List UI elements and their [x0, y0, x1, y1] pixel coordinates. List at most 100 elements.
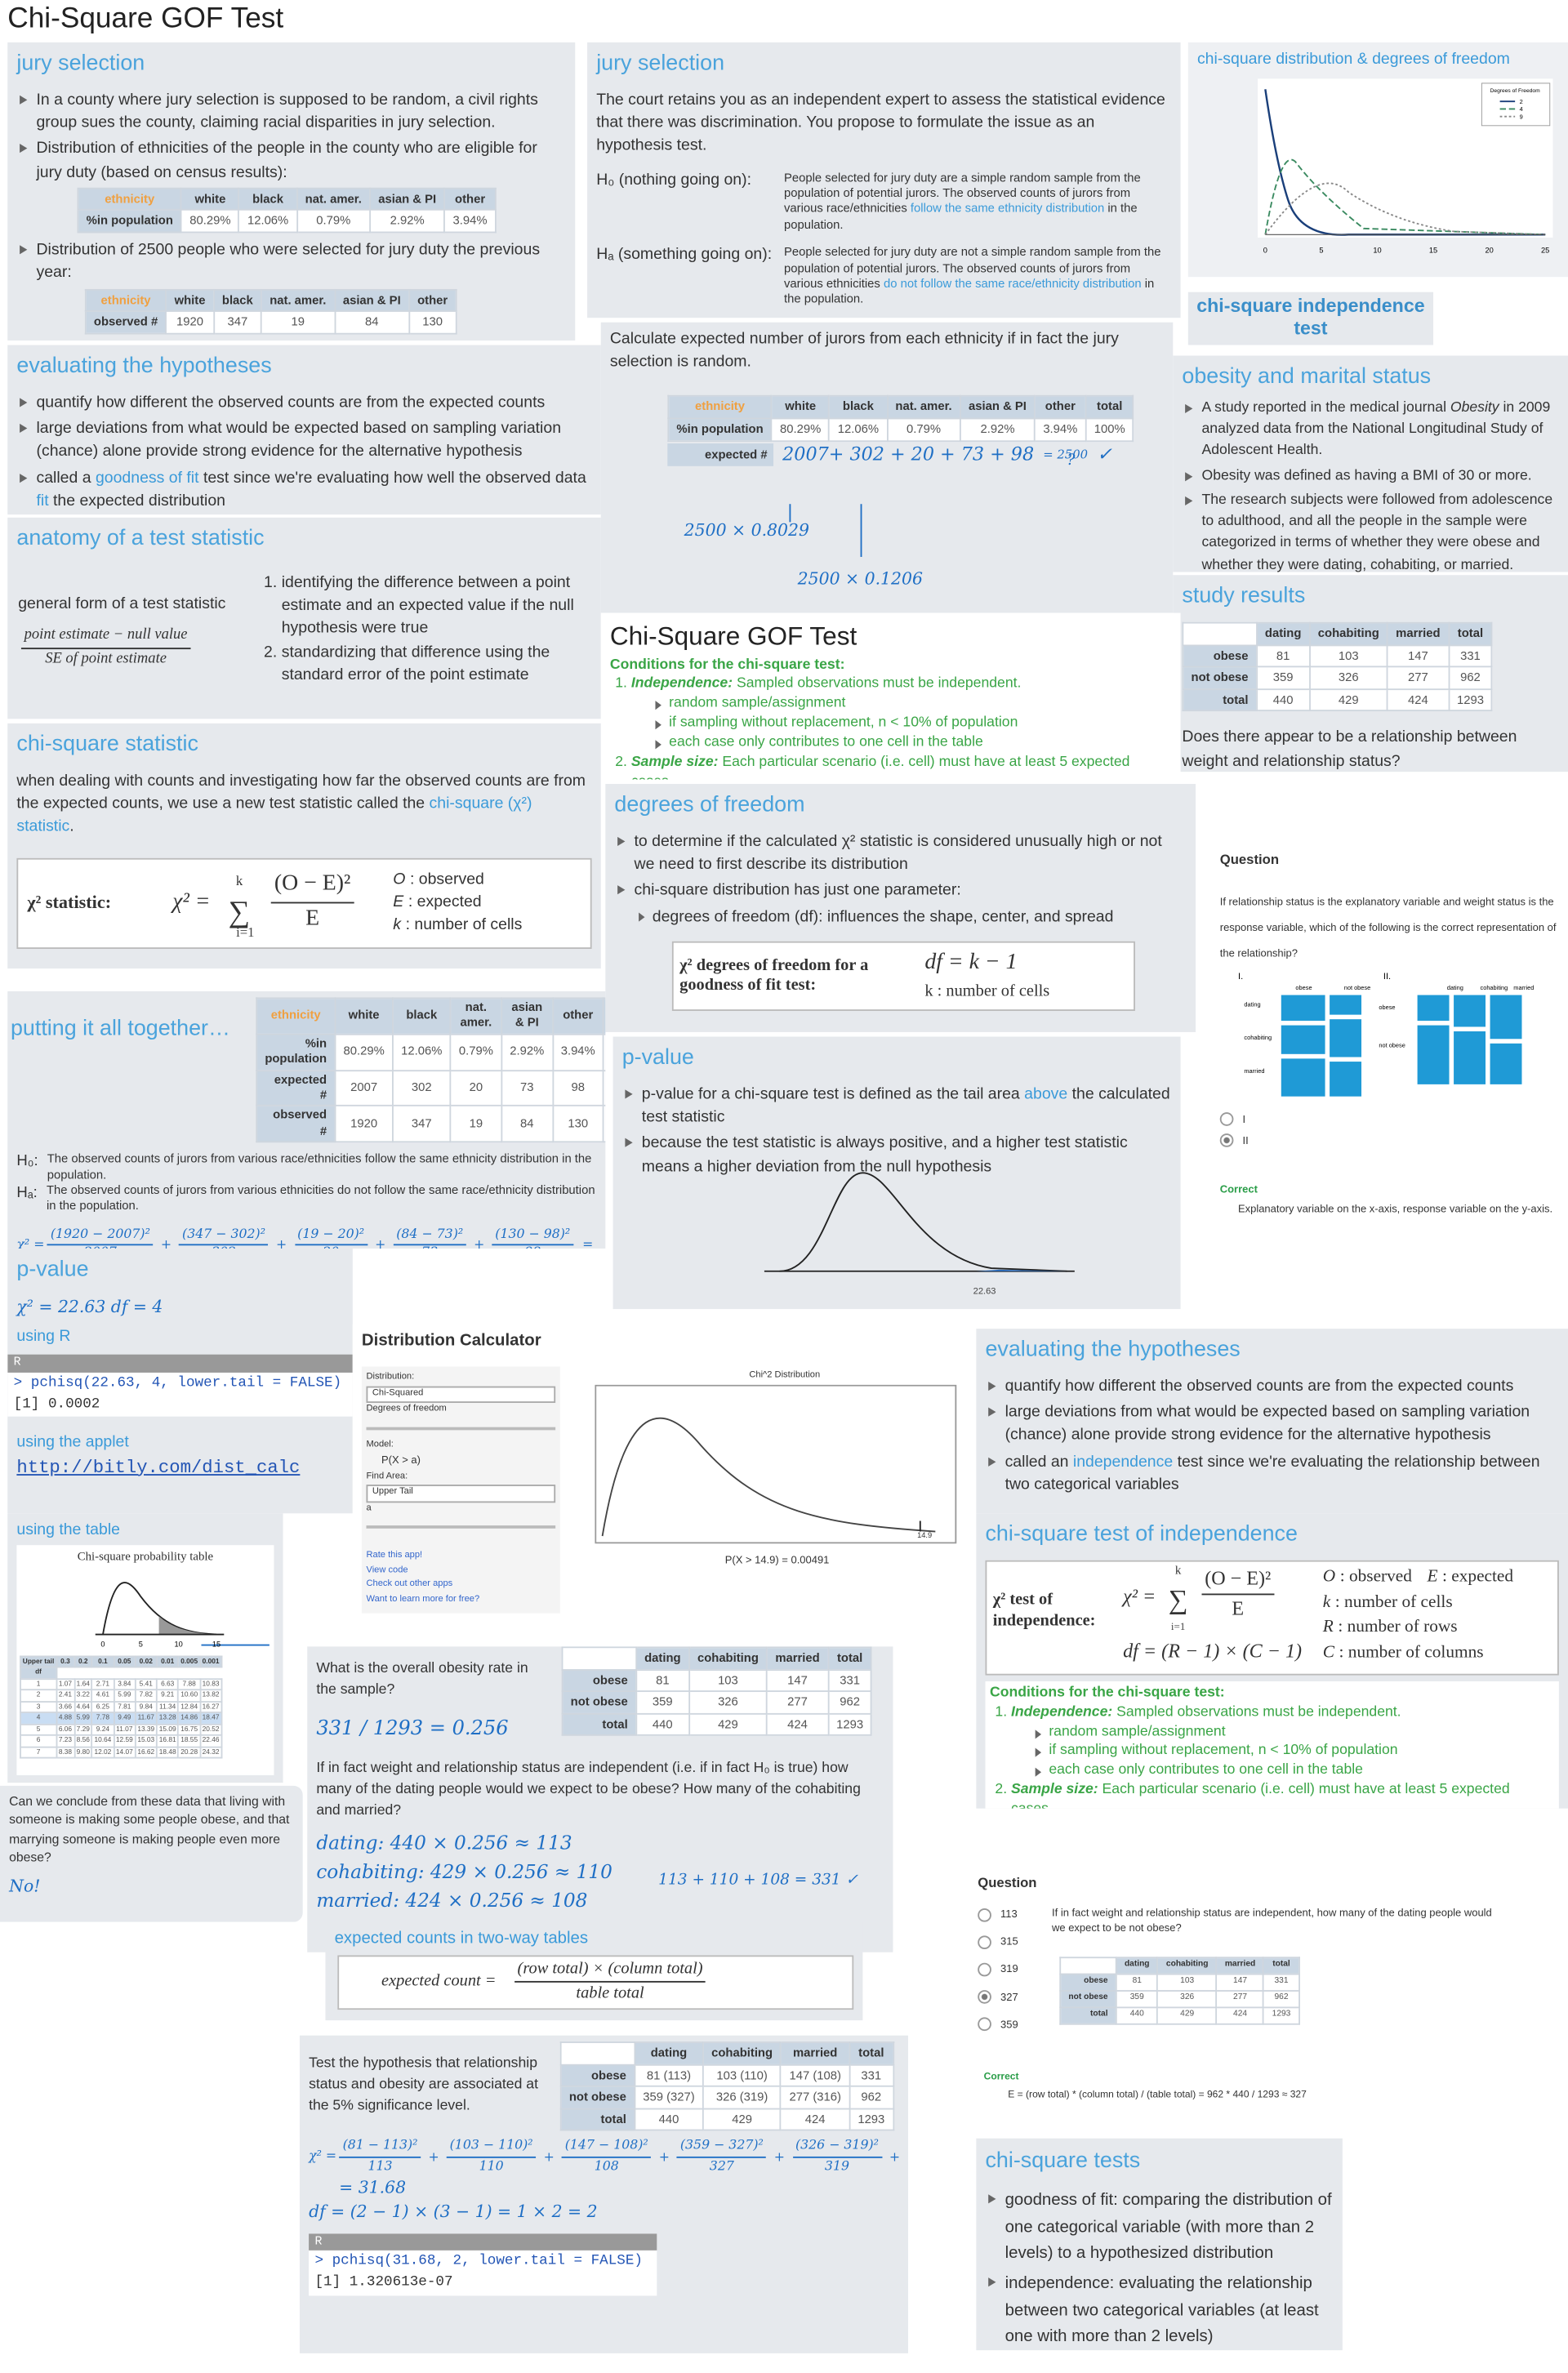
span: The observed counts of jurors from vario…: [47, 1151, 592, 1182]
hand: = 31.68: [339, 2177, 407, 2197]
hand: 2500 × 0.1206: [797, 568, 923, 589]
cell: 326: [1308, 666, 1388, 690]
cell: 8.56: [73, 1734, 93, 1747]
condition-text: Sampled observations must be independent…: [733, 675, 1022, 692]
span: (O − E)²: [271, 870, 354, 904]
radio-button[interactable]: [1219, 1133, 1234, 1148]
row-header: 6: [20, 1734, 57, 1747]
legend-label: 4: [1520, 106, 1523, 114]
column-header: cohabiting: [1308, 621, 1388, 646]
cond: Conditions for the chi-square test:Indep…: [985, 1681, 1559, 1809]
radio-button[interactable]: [978, 1908, 991, 1922]
div: E = (row total) * (column total) / (tabl…: [1008, 2090, 1307, 2101]
condition-text: Each particular scenario (i.e. cell) mus…: [631, 753, 1130, 779]
app-link[interactable]: Check out other apps: [366, 1580, 453, 1590]
cell: 20.52: [198, 1723, 223, 1736]
radio-option[interactable]: 315: [978, 1930, 1559, 1957]
div: ethnicity white black nat. amer. asian & PI o…: [77, 187, 567, 234]
radio-button[interactable]: [978, 1990, 991, 2005]
condition-label: Independence:: [630, 675, 733, 692]
symbol: O: [393, 870, 406, 888]
hand: df = (2 − 1) × (3 − 1) = 1 × 2 = 2: [309, 2202, 598, 2222]
frac: (O − E)² E: [271, 870, 354, 937]
radio-option[interactable]: 319: [978, 1957, 1559, 1985]
app-link[interactable]: Rate this app!: [366, 1552, 423, 1561]
radio-button[interactable]: [978, 1962, 991, 1977]
list-item: Distribution of 2500 people who were sel…: [16, 239, 566, 285]
radio-option[interactable]: 113: [978, 1903, 1559, 1930]
span: point estimate − null value: [20, 626, 191, 649]
df-slider[interactable]: [366, 1427, 556, 1430]
cell: 440: [1255, 688, 1311, 712]
legend-entry: k: number of cells: [393, 915, 522, 937]
h: anatomy of a test statistic: [16, 526, 265, 551]
div: Chi^2 Distribution: [749, 1371, 821, 1381]
math: χ² test of independence:: [992, 1590, 1096, 1631]
column-header: 0.01: [156, 1654, 180, 1668]
span: expected count =: [381, 1971, 497, 1991]
app-link[interactable]: View code: [366, 1565, 408, 1576]
dist-select[interactable]: Chi-Squared: [366, 1385, 556, 1404]
data-table: ethnicity white black nat. amer. asian & PI o…: [77, 187, 497, 234]
math: expected count = (row total) × (column t…: [337, 1955, 854, 2010]
div: R > pchisq(22.63, 4, lower.tail = FALSE)…: [7, 1355, 353, 1418]
panel-eval2: evaluating the hypotheses quantify how d…: [976, 1329, 1568, 1514]
row-header: 7: [20, 1746, 57, 1759]
app-link[interactable]: Want to learn more for free?: [366, 1595, 480, 1605]
area-select[interactable]: Upper Tail: [366, 1485, 556, 1503]
x-tick-label: 10: [175, 1640, 183, 1648]
radio-button[interactable]: [978, 1935, 991, 1949]
panel-obesity: obesity and marital status A study repor…: [1173, 355, 1568, 572]
table-row: total 440 429 424 1293: [561, 1712, 873, 1737]
radio-option[interactable]: II: [1219, 1131, 1559, 1152]
text-part: in the population.: [783, 277, 1155, 307]
cell: 81: [635, 1668, 690, 1693]
radio-option[interactable]: 327: [978, 1985, 1559, 2013]
list-item: independence: evaluating the relationshi…: [985, 2272, 1333, 2350]
symbol: R: [1322, 1618, 1334, 1637]
legend-label: 2: [1520, 98, 1523, 105]
cell: 15.09: [156, 1723, 180, 1736]
a-slider[interactable]: [366, 1525, 556, 1529]
cell: 5.99: [73, 1712, 93, 1725]
hand: χ² =(1920 − 2007)²2007 + (347 − 302)²302 + (…: [16, 1227, 596, 1249]
option-label: 113: [1000, 1909, 1018, 1921]
cell: 13.39: [134, 1723, 158, 1736]
div: If in fact weight and relationship statu…: [316, 1761, 861, 1819]
density-curve: [779, 1172, 1067, 1272]
radio-button[interactable]: [978, 2018, 991, 2032]
div: Hₐ: The observed counts of jurors from va…: [16, 1183, 596, 1215]
radio-button[interactable]: [1219, 1112, 1234, 1127]
div: Distribution Calculator: [361, 1331, 541, 1351]
text-part: do not follow the same race/ethnicity di…: [883, 277, 1142, 291]
div: R > pchisq(31.68, 2, lower.tail = FALSE)…: [309, 2233, 657, 2296]
div: Distribution:: [366, 1372, 415, 1382]
numerator: (326 − 319)²: [792, 2137, 882, 2158]
row-header: not obese: [559, 2086, 635, 2110]
mosaic-cell: [1279, 1024, 1327, 1057]
dist-chart: 0 5 10 15 20 25 Degrees of Freedom 249: [1258, 78, 1553, 255]
column-header: total: [602, 997, 606, 1035]
mosaic-cell: [1488, 994, 1524, 1041]
span: E: [1232, 1596, 1245, 1619]
calc-chart: [595, 1384, 957, 1544]
x-label: married: [1513, 985, 1534, 992]
operator: +: [658, 2149, 670, 2166]
symbol: E: [393, 893, 404, 911]
radio-option[interactable]: 359: [978, 2012, 1559, 2040]
tail-plot: [764, 1172, 1075, 1272]
div: Distribution: Chi-Squared Degrees of fre…: [361, 1366, 560, 1613]
cell: 1293: [826, 1712, 873, 1737]
x-tick-label: 25: [1541, 247, 1549, 255]
div: χ² statistic: χ² = k ∑ (O − E)² E O: obser…: [16, 857, 592, 949]
corner-cell: ethnicity: [256, 997, 336, 1035]
column-header: married: [766, 1646, 829, 1671]
column-header: total: [826, 1646, 873, 1671]
header-row: df: [20, 1666, 221, 1680]
div: If in fact weight and relationship statu…: [1052, 1908, 1492, 1934]
cell: 84: [333, 310, 410, 334]
cell: 2.41: [56, 1689, 75, 1703]
applet-link[interactable]: http://bitly.com/dist_calc: [16, 1456, 301, 1478]
radio-option[interactable]: I: [1219, 1111, 1559, 1132]
numerator: (277 − 316)²: [907, 2137, 908, 2158]
